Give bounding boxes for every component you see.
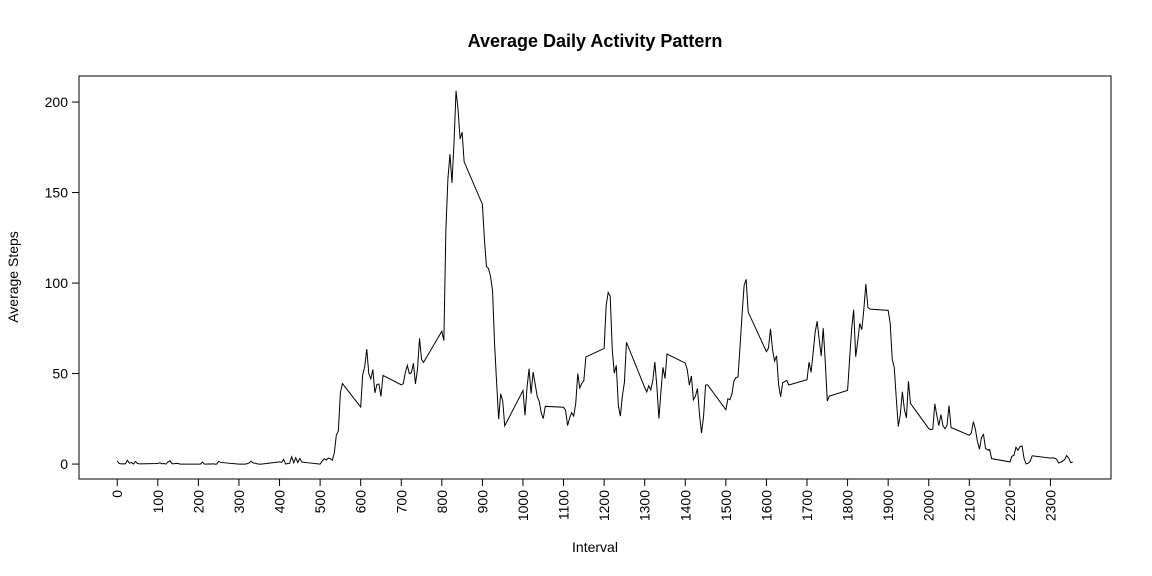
x-tick-label: 400 <box>272 490 288 514</box>
x-tick-label: 1000 <box>515 490 531 521</box>
x-axis-label: Interval <box>572 539 618 555</box>
y-tick-label: 0 <box>60 456 68 472</box>
x-tick-label: 2300 <box>1042 490 1058 521</box>
x-tick-label: 700 <box>393 490 409 514</box>
x-tick-label: 100 <box>150 490 166 514</box>
x-tick-label: 1200 <box>596 490 612 521</box>
y-tick-label: 100 <box>45 275 69 291</box>
x-tick-label: 2100 <box>961 490 977 521</box>
x-tick-label: 1900 <box>880 490 896 521</box>
x-tick-label: 1600 <box>758 490 774 521</box>
x-tick-label: 1100 <box>556 490 572 520</box>
x-tick-label: 1300 <box>637 490 653 521</box>
x-tick-label: 0 <box>109 490 125 498</box>
x-tick-label: 900 <box>474 490 490 514</box>
y-axis-label: Average Steps <box>5 231 21 323</box>
x-tick-label: 600 <box>353 490 369 514</box>
x-tick-label: 300 <box>231 490 247 514</box>
x-tick-label: 200 <box>190 490 206 514</box>
chart-title: Average Daily Activity Pattern <box>468 31 723 51</box>
x-tick-label: 800 <box>434 490 450 514</box>
y-tick-label: 200 <box>45 94 69 110</box>
x-tick-label: 2000 <box>921 490 937 521</box>
y-tick-label: 50 <box>52 366 68 382</box>
x-tick-label: 1400 <box>677 490 693 521</box>
x-tick-label: 500 <box>312 490 328 514</box>
x-tick-label: 1700 <box>799 490 815 521</box>
x-tick-label: 1800 <box>840 490 856 521</box>
x-tick-label: 1500 <box>718 490 734 521</box>
data-line <box>116 90 1073 465</box>
y-tick-label: 150 <box>45 185 69 201</box>
x-tick-label: 2200 <box>1002 490 1018 521</box>
